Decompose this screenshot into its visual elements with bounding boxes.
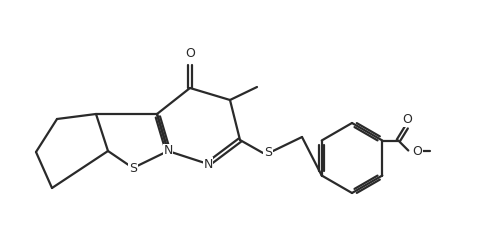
Text: N: N [163, 145, 172, 158]
Text: S: S [129, 161, 137, 174]
Text: O: O [402, 113, 411, 126]
Text: O: O [185, 46, 194, 59]
Text: S: S [264, 146, 271, 160]
Text: O: O [411, 145, 421, 158]
Text: N: N [203, 158, 212, 170]
